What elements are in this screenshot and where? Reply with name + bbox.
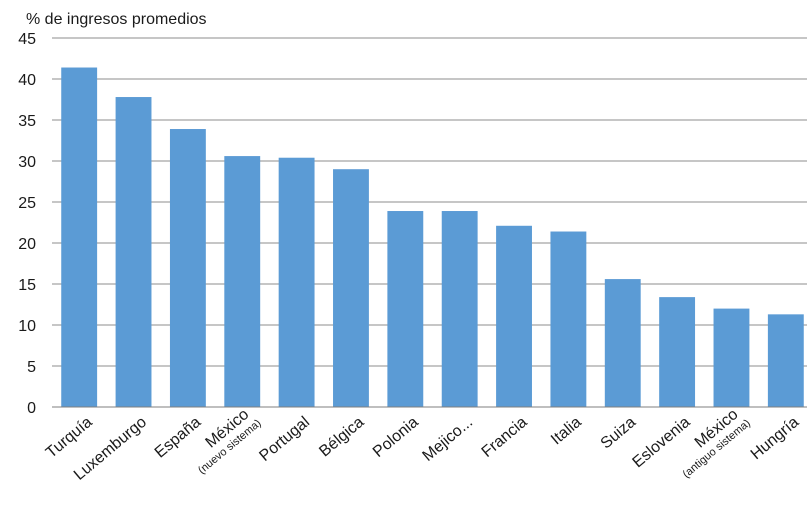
x-tick-label-text: Eslovenia	[629, 414, 693, 472]
bar	[116, 97, 152, 407]
bar	[605, 279, 641, 407]
bars	[61, 68, 804, 407]
bar	[61, 68, 97, 407]
x-tick-label: Eslovenia	[629, 414, 693, 472]
bar	[659, 297, 695, 407]
x-tick-label: Italia	[548, 414, 585, 449]
x-tick-label-text: Polonia	[370, 414, 422, 461]
y-tick-label: 30	[18, 154, 36, 171]
x-tick-label-text: Francia	[479, 414, 531, 461]
bar	[224, 156, 260, 407]
y-axis-ticks: 0 5 10 15 20 25 30 35 40 45	[18, 31, 36, 417]
bar	[170, 129, 206, 407]
x-tick-label: Francia	[479, 414, 531, 461]
bar	[279, 158, 315, 407]
x-tick-label: Portugal	[256, 414, 313, 465]
x-tick-label: Bélgica	[316, 414, 367, 461]
bar	[333, 169, 369, 407]
x-tick-label-text: Turquía	[43, 414, 96, 462]
y-tick-label: 35	[18, 113, 36, 130]
x-tick-label-text: Portugal	[256, 414, 313, 465]
y-tick-label: 10	[18, 318, 36, 335]
bar	[550, 232, 586, 407]
x-tick-label-text: España	[152, 414, 205, 462]
bar	[496, 226, 532, 407]
x-tick-label: Mejico...	[420, 414, 477, 465]
y-tick-label: 20	[18, 236, 36, 253]
y-tick-label: 0	[27, 400, 36, 417]
y-tick-label: 40	[18, 72, 36, 89]
bar	[442, 211, 478, 407]
bar	[387, 211, 423, 407]
x-tick-label-text: Mejico...	[420, 414, 477, 465]
y-tick-label: 45	[18, 31, 36, 48]
x-tick-label-text: Suiza	[598, 414, 640, 453]
x-tick-label-text: Italia	[548, 414, 585, 449]
y-axis-title: % de ingresos promedios	[26, 11, 207, 28]
x-tick-label: Polonia	[370, 414, 422, 461]
x-tick-label: Turquía	[43, 414, 96, 462]
y-tick-label: 25	[18, 195, 36, 212]
x-tick-label: México(nuevo sistema)	[184, 403, 263, 476]
x-tick-label-text: Bélgica	[316, 414, 367, 461]
y-tick-label: 5	[27, 359, 36, 376]
x-tick-label-text: Hungría	[748, 414, 803, 464]
bar	[714, 309, 750, 407]
x-tick-label: España	[152, 414, 205, 462]
x-tick-label: Hungría	[748, 414, 803, 464]
bar	[768, 314, 804, 407]
x-tick-label: Suiza	[598, 414, 640, 453]
y-tick-label: 15	[18, 277, 36, 294]
